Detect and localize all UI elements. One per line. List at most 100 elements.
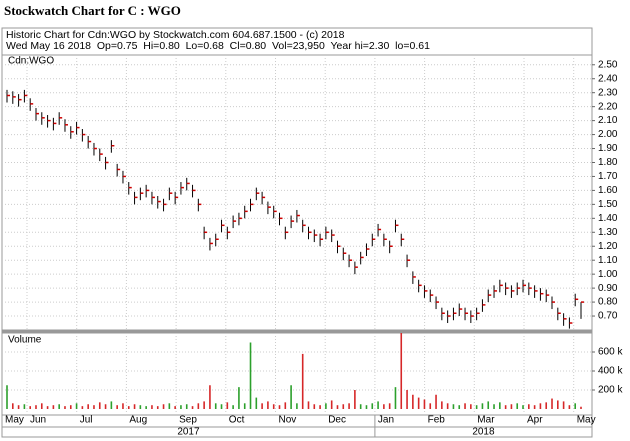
volume-bar bbox=[220, 404, 223, 409]
volume-bar bbox=[574, 403, 577, 409]
volume-bar bbox=[342, 404, 345, 409]
volume-bar bbox=[348, 403, 350, 409]
volume-bar bbox=[545, 402, 548, 409]
volume-bar bbox=[336, 405, 339, 409]
volume-bar bbox=[354, 390, 356, 409]
volume-bar bbox=[377, 401, 379, 409]
y-tick-label: 2.00 bbox=[598, 129, 618, 140]
volume-bar bbox=[238, 387, 240, 409]
volume-bar bbox=[359, 404, 362, 409]
volume-bar bbox=[272, 404, 275, 409]
volume-bar bbox=[522, 405, 524, 409]
volume-bar bbox=[209, 385, 211, 409]
volume-bar bbox=[52, 405, 55, 409]
volume-bar bbox=[81, 406, 84, 409]
volume-bar bbox=[452, 404, 455, 409]
volume-bar bbox=[69, 405, 72, 409]
volume-title: Volume bbox=[8, 335, 42, 346]
volume-bar bbox=[116, 405, 118, 409]
y-tick-label: 1.50 bbox=[598, 199, 618, 210]
x-tick-label: Feb bbox=[428, 415, 446, 426]
volume-bar bbox=[417, 397, 420, 409]
volume-bar bbox=[6, 385, 8, 409]
volume-bar bbox=[388, 403, 391, 409]
y-tick-label: 2.10 bbox=[598, 115, 618, 126]
volume-bar bbox=[197, 403, 200, 409]
volume-bar bbox=[557, 400, 559, 409]
volume-bar bbox=[93, 405, 95, 409]
y-tick-label: 1.80 bbox=[598, 157, 618, 168]
x-tick-label: May bbox=[577, 415, 596, 426]
y-tick-label: 2.50 bbox=[598, 59, 618, 70]
volume-bar bbox=[168, 403, 171, 409]
x-tick-label: May bbox=[5, 415, 24, 426]
volume-bar bbox=[313, 404, 316, 409]
volume-bar bbox=[499, 402, 501, 409]
volume-bar bbox=[470, 404, 472, 409]
volume-bar bbox=[568, 405, 571, 409]
volume-bar bbox=[423, 399, 426, 409]
volume-bar bbox=[481, 403, 484, 409]
y-tick-label: 1.10 bbox=[598, 255, 618, 266]
y-tick-label: 0.80 bbox=[598, 297, 618, 308]
volume-bar bbox=[284, 402, 287, 409]
volume-bar bbox=[301, 353, 304, 409]
volume-bar bbox=[110, 401, 113, 409]
volume-bar bbox=[493, 404, 495, 409]
volume-bar bbox=[383, 404, 385, 409]
x-tick-label: Mar bbox=[477, 415, 495, 426]
volume-bar bbox=[267, 401, 269, 409]
volume-bar bbox=[371, 403, 374, 409]
volume-bar bbox=[249, 342, 252, 409]
x-tick-label: Sep bbox=[179, 415, 197, 426]
volume-bar bbox=[406, 390, 408, 409]
volume-bar bbox=[446, 403, 449, 409]
y-tick-label: 1.60 bbox=[598, 185, 618, 196]
volume-bar bbox=[35, 405, 37, 409]
volume-bar bbox=[156, 406, 159, 409]
y-tick-label: 600 k bbox=[598, 347, 623, 358]
volume-bar bbox=[87, 404, 89, 409]
volume-bar bbox=[226, 402, 229, 409]
volume-bar bbox=[98, 402, 101, 409]
volume-bar bbox=[365, 405, 368, 409]
volume-bar bbox=[145, 406, 147, 409]
volume-bar bbox=[180, 405, 182, 409]
volume-bar bbox=[75, 403, 78, 409]
volume-bar bbox=[562, 401, 565, 409]
x-tick-label: Oct bbox=[229, 415, 245, 426]
header-line: Historic Chart for Cdn:WGO by Stockwatch… bbox=[6, 29, 345, 41]
volume-bar bbox=[174, 406, 176, 409]
volume-bar bbox=[290, 385, 292, 409]
volume-bar bbox=[40, 403, 43, 409]
volume-bar bbox=[162, 404, 165, 409]
year-label: 2017 bbox=[177, 427, 200, 438]
y-tick-label: 200 k bbox=[598, 385, 623, 396]
volume-bar bbox=[528, 404, 530, 409]
x-tick-label: Apr bbox=[527, 415, 543, 426]
volume-bar bbox=[203, 401, 205, 409]
volume-bar bbox=[400, 333, 403, 409]
volume-bar bbox=[441, 401, 443, 409]
y-tick-label: 2.40 bbox=[598, 73, 618, 84]
volume-bar bbox=[429, 403, 432, 409]
volume-bar bbox=[243, 403, 246, 409]
volume-bar bbox=[122, 403, 124, 409]
volume-bar bbox=[29, 406, 31, 409]
y-tick-label: 2.20 bbox=[598, 101, 618, 112]
volume-bar bbox=[133, 404, 136, 409]
volume-bar bbox=[191, 406, 194, 409]
volume-bar bbox=[510, 404, 513, 409]
y-tick-label: 1.30 bbox=[598, 227, 618, 238]
volume-bar bbox=[516, 403, 519, 409]
y-tick-label: 2.30 bbox=[598, 87, 618, 98]
volume-bar bbox=[394, 387, 397, 409]
volume-bar bbox=[11, 403, 14, 409]
volume-bar bbox=[412, 394, 414, 409]
volume-bar bbox=[551, 398, 553, 409]
volume-bar bbox=[46, 406, 49, 409]
volume-bar bbox=[104, 404, 107, 409]
x-tick-label: Jul bbox=[80, 415, 93, 426]
volume-bar bbox=[151, 405, 153, 409]
